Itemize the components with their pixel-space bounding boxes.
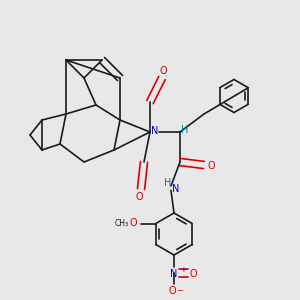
Text: O: O [130,218,137,228]
Text: O: O [208,161,215,171]
Text: O: O [160,67,167,76]
Text: H: H [164,178,172,188]
Text: O: O [190,269,197,279]
Text: CH₃: CH₃ [114,218,128,227]
Text: −: − [176,286,183,295]
Text: +: + [180,268,186,274]
Text: O: O [169,286,176,296]
Text: N: N [170,269,178,279]
Text: N: N [151,127,158,136]
Text: N: N [172,184,179,194]
Text: H: H [181,125,188,135]
Text: O: O [136,193,143,202]
